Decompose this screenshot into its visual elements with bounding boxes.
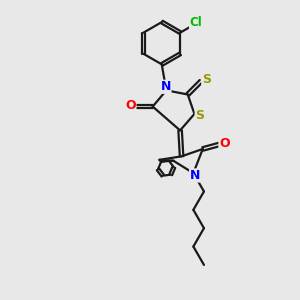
Text: Cl: Cl <box>190 16 202 29</box>
Text: N: N <box>160 80 171 93</box>
Text: N: N <box>190 169 200 182</box>
Text: O: O <box>125 100 136 112</box>
Text: S: S <box>195 109 204 122</box>
Text: O: O <box>219 136 230 150</box>
Text: S: S <box>202 73 211 86</box>
